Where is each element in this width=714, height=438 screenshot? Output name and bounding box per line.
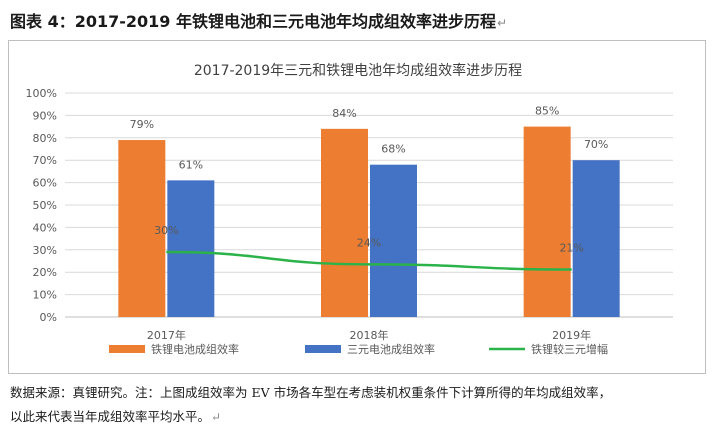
- bar-lfp: [118, 140, 166, 317]
- bar-value-label: 70%: [584, 138, 608, 151]
- y-tick-label: 90%: [33, 109, 57, 122]
- y-tick-label: 50%: [33, 199, 57, 212]
- y-tick-label: 40%: [33, 221, 57, 234]
- legend-swatch: [109, 345, 145, 353]
- bar-ncm: [167, 180, 215, 317]
- bar-value-label: 79%: [130, 118, 154, 131]
- y-tick-label: 20%: [33, 266, 57, 279]
- y-tick-label: 10%: [33, 289, 57, 302]
- line-value-label: 24%: [357, 236, 381, 249]
- chart-frame: 2017-2019年三元和铁锂电池年均成组效率进步历程 0% 10% 20% 30% 4…: [8, 40, 706, 374]
- figure-caption: 图表 4：2017-2019 年铁锂电池和三元电池年均成组效率进步历程↵: [10, 8, 507, 32]
- bar-ncm: [572, 160, 620, 317]
- line-series: [166, 250, 572, 271]
- line-lfp-vs-ncm: [166, 250, 572, 271]
- source-note-line-1: 数据来源：真锂研究。注：上图成组效率为 EV 市场各车型在考虑装机权重条件下计算…: [10, 385, 612, 400]
- y-tick-label: 60%: [33, 177, 57, 190]
- y-tick-label: 0%: [40, 311, 57, 324]
- legend: 铁锂电池成组效率 三元电池成组效率 铁锂较三元增幅: [109, 342, 608, 356]
- x-tick-label: 2017年: [147, 328, 186, 342]
- paragraph-mark-icon: ↵: [211, 410, 222, 424]
- bar-value-label: 68%: [381, 143, 405, 156]
- legend-swatch: [305, 345, 341, 353]
- data-labels: 79% 61% 84% 68% 85% 70% 30% 24% 21%: [130, 105, 609, 255]
- gridlines: [65, 92, 673, 318]
- source-note: 数据来源：真锂研究。注：上图成组效率为 EV 市场各车型在考虑装机权重条件下计算…: [10, 381, 706, 429]
- legend-label: 铁锂电池成组效率: [151, 342, 239, 356]
- bar-value-label: 84%: [332, 107, 356, 120]
- x-tick-label: 2019年: [552, 328, 591, 342]
- y-tick-label: 30%: [33, 244, 57, 257]
- line-value-label: 30%: [154, 224, 178, 237]
- paragraph-mark-icon: ↵: [496, 16, 508, 30]
- y-tick-label: 100%: [26, 87, 57, 100]
- figure-caption-text: 图表 4：2017-2019 年铁锂电池和三元电池年均成组效率进步历程: [10, 12, 496, 31]
- x-tick-label: 2018年: [350, 328, 389, 342]
- y-axis-ticks: 0% 10% 20% 30% 40% 50% 60% 70% 80% 90% 100%: [26, 87, 57, 324]
- chart: 2017-2019年三元和铁锂电池年均成组效率进步历程 0% 10% 20% 30% 4…: [26, 62, 673, 356]
- source-note-line-2: 以此来代表当年成组效率平均水平。: [10, 409, 211, 424]
- bar-lfp: [523, 126, 571, 317]
- bar-value-label: 85%: [535, 105, 559, 118]
- bar-lfp: [321, 128, 368, 317]
- bar-value-label: 61%: [179, 158, 203, 171]
- x-axis-ticks: 2017年 2018年 2019年: [147, 328, 591, 342]
- legend-label: 三元电池成组效率: [347, 342, 435, 356]
- bar-ncm: [370, 164, 417, 317]
- bars: [118, 126, 620, 317]
- line-value-label: 21%: [559, 242, 583, 255]
- y-tick-label: 80%: [33, 132, 57, 145]
- chart-title: 2017-2019年三元和铁锂电池年均成组效率进步历程: [194, 62, 522, 79]
- y-tick-label: 70%: [33, 154, 57, 167]
- legend-label: 铁锂较三元增幅: [531, 342, 608, 356]
